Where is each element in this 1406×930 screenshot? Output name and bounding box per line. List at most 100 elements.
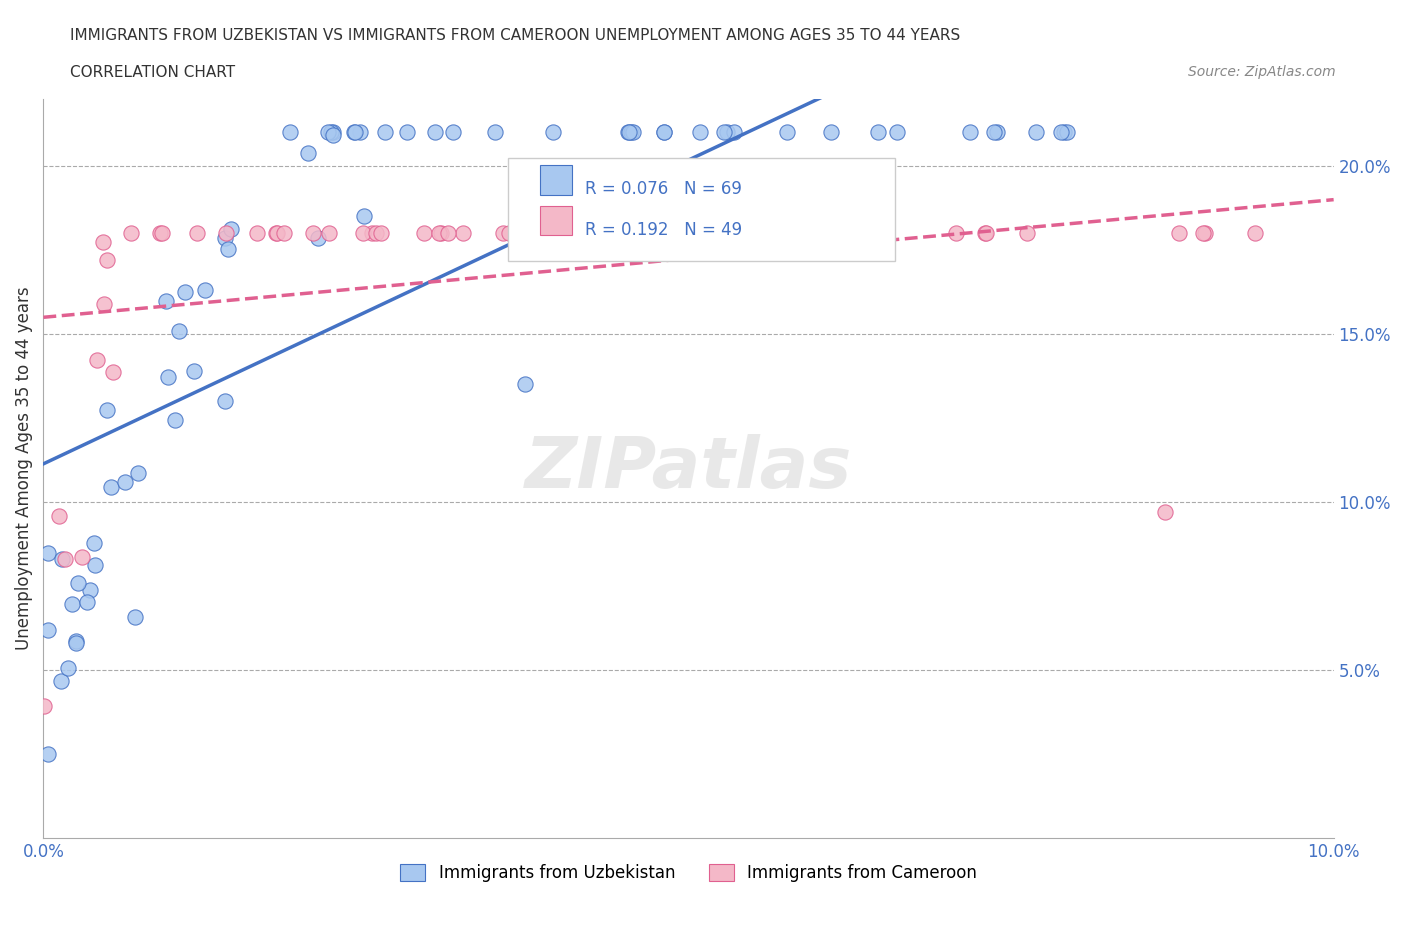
- Point: [37, 545, 59, 560]
- Point: [413, 226, 436, 241]
- Text: Source: ZipAtlas.com: Source: ZipAtlas.com: [1188, 65, 1336, 79]
- Point: [430, 226, 453, 241]
- Point: [1050, 125, 1073, 140]
- Point: [983, 125, 1005, 140]
- Y-axis label: Unemployment Among Ages 35 to 44 years: Unemployment Among Ages 35 to 44 years: [15, 286, 32, 650]
- Point: [318, 226, 340, 241]
- Point: [124, 610, 146, 625]
- Point: [217, 242, 239, 257]
- Point: [374, 125, 396, 140]
- Point: [820, 125, 842, 140]
- Point: [689, 125, 711, 140]
- Point: [620, 125, 643, 140]
- Point: [316, 125, 339, 140]
- Text: CORRELATION CHART: CORRELATION CHART: [70, 65, 235, 80]
- Point: [321, 125, 343, 140]
- Point: [716, 125, 738, 140]
- Point: [353, 209, 375, 224]
- Point: [101, 365, 124, 379]
- Bar: [540, 206, 572, 235]
- Point: [621, 125, 644, 140]
- Text: R = 0.076   N = 69: R = 0.076 N = 69: [585, 180, 742, 198]
- Point: [273, 226, 295, 241]
- Text: R = 0.192   N = 49: R = 0.192 N = 49: [585, 220, 742, 239]
- Point: [766, 226, 789, 241]
- Point: [823, 226, 845, 241]
- Point: [70, 550, 93, 565]
- Point: [155, 293, 177, 308]
- Point: [437, 226, 460, 241]
- Point: [959, 125, 981, 140]
- Point: [973, 226, 995, 241]
- Point: [91, 234, 114, 249]
- Point: [498, 226, 520, 241]
- Point: [53, 551, 76, 566]
- Point: [839, 226, 862, 241]
- Point: [48, 509, 70, 524]
- Point: [214, 231, 236, 246]
- Point: [427, 226, 450, 241]
- Point: [215, 226, 238, 241]
- Point: [321, 128, 343, 143]
- Point: [945, 226, 967, 241]
- Point: [51, 551, 73, 566]
- Point: [149, 226, 172, 241]
- Point: [65, 633, 87, 648]
- Point: [652, 125, 675, 140]
- Point: [1025, 125, 1047, 140]
- Point: [617, 125, 640, 140]
- Point: [266, 226, 288, 241]
- Legend: Immigrants from Uzbekistan, Immigrants from Cameroon: Immigrants from Uzbekistan, Immigrants f…: [394, 857, 983, 889]
- Point: [84, 557, 107, 572]
- Point: [1015, 226, 1038, 241]
- Point: [1053, 125, 1076, 140]
- Point: [974, 226, 997, 241]
- Point: [776, 125, 799, 140]
- Point: [344, 125, 367, 140]
- Point: [492, 226, 515, 241]
- Point: [1056, 125, 1078, 140]
- Point: [96, 403, 118, 418]
- Point: [174, 285, 197, 299]
- Point: [551, 226, 574, 241]
- Point: [796, 226, 818, 241]
- Point: [986, 125, 1008, 140]
- Point: [100, 480, 122, 495]
- Point: [484, 125, 506, 140]
- Point: [49, 673, 72, 688]
- Point: [93, 297, 115, 312]
- Point: [395, 125, 418, 140]
- Text: ZIPatlas: ZIPatlas: [524, 434, 852, 503]
- Point: [246, 226, 269, 241]
- Point: [349, 125, 371, 140]
- Point: [1167, 226, 1189, 241]
- FancyBboxPatch shape: [508, 158, 896, 261]
- Bar: [540, 166, 572, 194]
- Point: [127, 465, 149, 480]
- Point: [32, 698, 55, 713]
- Point: [214, 393, 236, 408]
- Point: [297, 145, 319, 160]
- Point: [186, 226, 208, 241]
- Point: [67, 576, 90, 591]
- Point: [37, 747, 59, 762]
- Point: [114, 474, 136, 489]
- Point: [425, 125, 447, 140]
- Point: [513, 377, 536, 392]
- Point: [83, 536, 105, 551]
- Point: [541, 125, 564, 140]
- Point: [364, 226, 387, 241]
- Point: [723, 125, 745, 140]
- Point: [886, 125, 908, 140]
- Point: [96, 253, 118, 268]
- Point: [37, 622, 59, 637]
- Point: [1244, 226, 1267, 241]
- Point: [165, 412, 187, 427]
- Point: [1192, 226, 1215, 241]
- Point: [370, 226, 392, 241]
- Point: [183, 364, 205, 379]
- Point: [302, 226, 325, 241]
- Point: [441, 125, 464, 140]
- Text: IMMIGRANTS FROM UZBEKISTAN VS IMMIGRANTS FROM CAMEROON UNEMPLOYMENT AMONG AGES 3: IMMIGRANTS FROM UZBEKISTAN VS IMMIGRANTS…: [70, 28, 960, 43]
- Point: [79, 583, 101, 598]
